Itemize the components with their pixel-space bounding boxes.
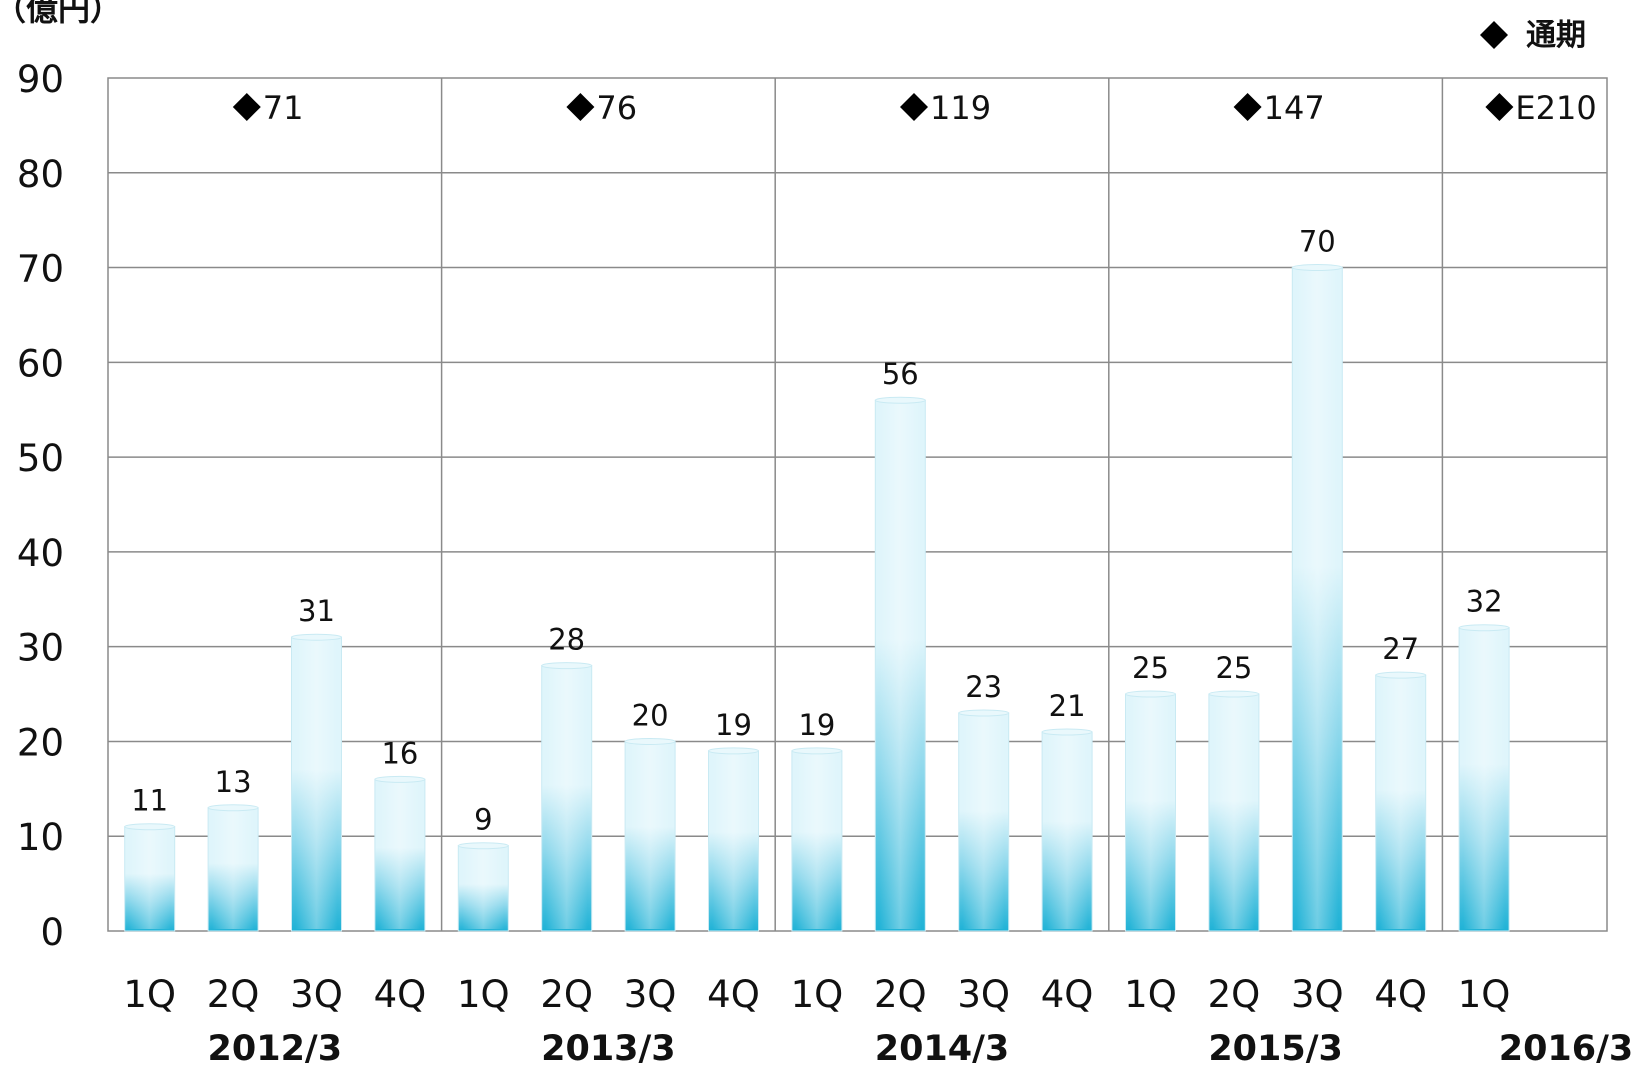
quarter-tick-label: 1Q xyxy=(123,973,176,1016)
fiscal-year-label: 2013/3 xyxy=(541,1029,676,1068)
quarter-tick-label: 4Q xyxy=(707,973,760,1016)
bar-highlight xyxy=(712,752,755,929)
annual-total-marker-icon xyxy=(566,93,595,121)
bar-highlight xyxy=(629,743,672,929)
bar-cap xyxy=(874,396,926,404)
annual-total-label: 71 xyxy=(263,89,304,127)
bar-value-label: 31 xyxy=(298,594,335,628)
bar-highlight xyxy=(1046,733,1089,929)
bar-cap xyxy=(1208,690,1260,698)
fiscal-year-label: 2016/3 xyxy=(1499,1029,1631,1068)
bar-highlight xyxy=(1212,696,1255,929)
quarter-tick-label: 4Q xyxy=(1041,973,1094,1016)
y-tick-label: 30 xyxy=(17,627,64,670)
bar-cap xyxy=(124,823,176,831)
quarter-tick-label: 2Q xyxy=(874,973,927,1016)
bar-value-label: 19 xyxy=(798,708,835,742)
bar-highlight xyxy=(1379,677,1422,929)
quarter-tick-label: 2Q xyxy=(1208,973,1261,1016)
bar-value-label: 9 xyxy=(474,803,492,837)
y-tick-label: 60 xyxy=(17,342,64,385)
bar-cap xyxy=(291,633,342,641)
bar-highlight xyxy=(128,828,171,929)
legend-marker-icon xyxy=(1480,21,1508,49)
bar-cap xyxy=(541,662,593,670)
bar-value-label: 25 xyxy=(1132,651,1169,685)
annual-total-label: 76 xyxy=(596,89,637,127)
bar-value-label: 13 xyxy=(215,765,252,799)
bar-value-label: 20 xyxy=(632,698,669,732)
bar-cap xyxy=(1458,624,1510,632)
unit-label: （億円） xyxy=(0,0,122,28)
quarter-tick-label: 4Q xyxy=(1374,973,1427,1016)
y-tick-label: 10 xyxy=(17,816,64,859)
bar-cap xyxy=(207,804,259,812)
bar-value-label: 25 xyxy=(1215,651,1252,685)
plot-frame xyxy=(107,77,1608,932)
bar-highlight xyxy=(295,639,338,929)
bar-highlight xyxy=(879,402,922,929)
quarter-tick-label: 1Q xyxy=(791,973,844,1016)
bar-value-label: 16 xyxy=(381,736,418,770)
fiscal-year-label: 2012/3 xyxy=(208,1029,343,1068)
y-tick-label: 0 xyxy=(40,911,64,954)
bar-highlight xyxy=(212,809,255,929)
quarter-tick-label: 3Q xyxy=(1291,973,1344,1016)
annual-total-marker-icon xyxy=(900,93,928,121)
annual-total-marker-icon xyxy=(1485,93,1514,121)
y-tick-label: 50 xyxy=(17,437,64,480)
bar-highlight xyxy=(962,715,1005,929)
bar-highlight xyxy=(462,847,505,929)
quarter-tick-label: 1Q xyxy=(1458,973,1511,1016)
quarter-tick-label: 1Q xyxy=(1124,973,1177,1016)
bar-highlight xyxy=(378,781,421,929)
bar-value-label: 70 xyxy=(1299,225,1336,259)
quarter-tick-label: 3Q xyxy=(624,973,677,1016)
bar-cap xyxy=(1125,690,1176,698)
bar-value-label: 11 xyxy=(131,784,168,818)
y-tick-label: 40 xyxy=(17,532,64,575)
bar-value-label: 19 xyxy=(715,708,752,742)
bar-cap xyxy=(958,709,1010,717)
bar-cap xyxy=(791,747,843,755)
bar-highlight xyxy=(1129,696,1172,929)
annual-total-marker-icon xyxy=(232,93,261,121)
quarter-tick-label: 3Q xyxy=(290,973,343,1016)
bar-cap xyxy=(1291,264,1343,272)
bar-value-label: 56 xyxy=(882,357,919,391)
bar-highlight xyxy=(1463,629,1506,929)
quarter-tick-label: 4Q xyxy=(374,973,427,1016)
quarter-tick-label: 1Q xyxy=(457,973,510,1016)
quarter-tick-label: 3Q xyxy=(957,973,1010,1016)
annual-total-label: 147 xyxy=(1264,89,1325,127)
fiscal-year-label: 2014/3 xyxy=(875,1029,1010,1068)
bar-value-label: 32 xyxy=(1466,585,1503,619)
annual-total-label: E210 xyxy=(1515,89,1596,127)
y-tick-label: 80 xyxy=(17,153,64,196)
annual-total-marker-icon xyxy=(1233,93,1262,121)
bar-cap xyxy=(1041,728,1093,736)
y-tick-label: 90 xyxy=(17,58,64,101)
bar-value-label: 23 xyxy=(965,670,1002,704)
y-tick-label: 70 xyxy=(17,248,64,291)
quarter-tick-label: 2Q xyxy=(540,973,593,1016)
bar-highlight xyxy=(1296,269,1339,929)
bar-cap xyxy=(708,747,759,755)
fiscal-year-label: 2015/3 xyxy=(1208,1029,1343,1068)
quarter-tick-label: 2Q xyxy=(207,973,260,1016)
bar-value-label: 21 xyxy=(1049,689,1086,723)
bar-cap xyxy=(374,775,426,783)
bar-value-label: 27 xyxy=(1382,632,1419,666)
bar-highlight xyxy=(545,667,588,929)
bar-cap xyxy=(624,737,676,745)
y-tick-label: 20 xyxy=(17,721,64,764)
bar-value-label: 28 xyxy=(548,623,585,657)
bar-cap xyxy=(1375,671,1427,679)
legend-label: 通期 xyxy=(1526,18,1586,53)
annual-total-label: 119 xyxy=(930,89,991,127)
bar-cap xyxy=(457,842,509,850)
bar-highlight xyxy=(795,752,838,929)
